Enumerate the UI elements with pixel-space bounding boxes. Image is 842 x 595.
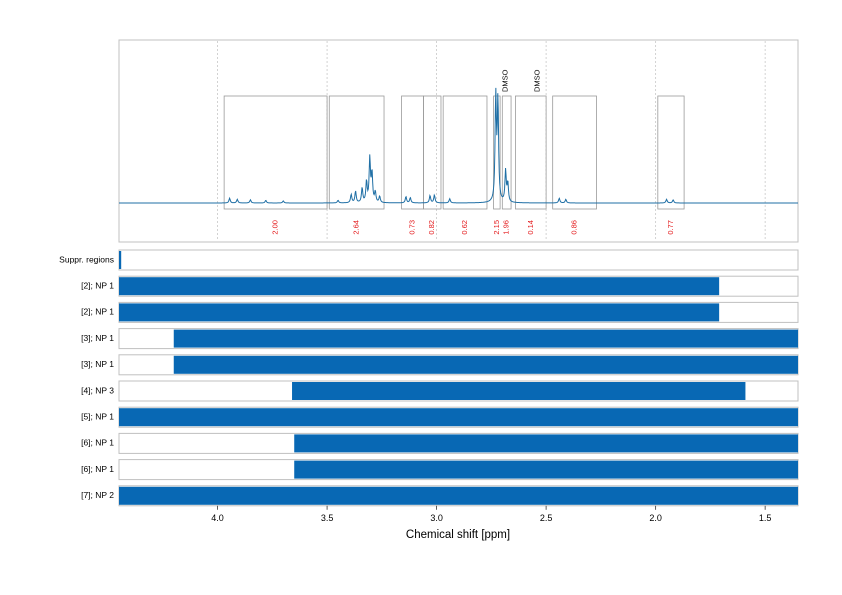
integral-label: 0.77: [666, 220, 675, 235]
range-row: [2]; NP 1: [81, 301, 799, 323]
range-row-label: [2]; NP 1: [81, 280, 114, 290]
integral-box: [328, 95, 385, 210]
range-row: [5]; NP 1: [81, 406, 799, 428]
range-row-label: [7]; NP 2: [81, 490, 114, 500]
integral-box: [515, 95, 547, 210]
range-row: [4]; NP 3: [81, 380, 799, 402]
integral-boxes: [223, 95, 685, 210]
range-row: [2]; NP 1: [81, 275, 799, 297]
range-row-label: [6]; NP 1: [81, 438, 114, 448]
range-row-label: [6]; NP 1: [81, 464, 114, 474]
range-row: [3]; NP 1: [81, 328, 799, 350]
integral-label: 2.00: [271, 220, 280, 235]
range-bar: [119, 408, 798, 427]
range-row-label: [3]; NP 1: [81, 359, 114, 369]
range-row-frame: [118, 249, 799, 271]
range-bar: [294, 460, 798, 479]
integral-box: [442, 95, 488, 210]
integral-box: [223, 95, 328, 210]
integral-box: [657, 95, 685, 210]
range-bar: [119, 486, 798, 505]
range-bar: [294, 434, 798, 453]
range-panels: Suppr. regions [2]; NP 1 [2]; NP 1 [3]; NP …: [59, 249, 799, 507]
integral-label: 1.96: [502, 220, 511, 235]
x-axis: 4.0 3.5 3.0 2.5 2.0 1.5: [211, 505, 772, 523]
x-tick-label: 2.5: [540, 513, 553, 523]
integral-label: 2.64: [352, 220, 361, 235]
x-tick-label: 1.5: [759, 513, 772, 523]
integral-box: [493, 95, 501, 210]
spectrum-frame: [118, 39, 799, 243]
solvent-label: DMSO: [532, 69, 541, 92]
solvent-label: DMSO: [501, 69, 510, 92]
x-tick-label: 2.0: [649, 513, 662, 523]
integral-labels: 2.00 2.64 0.73 0.82 0.62 2.15 1.96 0.14 0.86 0.77: [271, 220, 675, 235]
integral-label: 0.86: [570, 220, 579, 235]
solvent-annotations: DMSO DMSO: [501, 69, 542, 92]
range-row: [7]; NP 2: [81, 485, 799, 507]
range-bar: [173, 329, 799, 348]
range-row-label: [5]; NP 1: [81, 411, 114, 421]
integral-box: [552, 95, 597, 210]
x-axis-label: Chemical shift [ppm]: [406, 529, 510, 541]
x-tick-label: 3.0: [430, 513, 443, 523]
x-tick-label: 3.5: [321, 513, 334, 523]
integral-box: [423, 95, 442, 210]
spectrum-trace: [119, 87, 798, 204]
range-bar: [119, 251, 122, 269]
range-row-label: [2]; NP 1: [81, 307, 114, 317]
range-row-label: [4]; NP 3: [81, 385, 114, 395]
range-row: [3]; NP 1: [81, 354, 799, 376]
integral-label: 0.14: [526, 220, 535, 235]
integral-box: [501, 95, 512, 210]
integral-label: 0.82: [427, 220, 436, 235]
range-row-label: [3]; NP 1: [81, 333, 114, 343]
range-bar: [119, 303, 720, 322]
range-bar: [292, 382, 746, 400]
integral-label: 0.73: [407, 220, 416, 235]
spectrum-panel: 2.00 2.64 0.73 0.82 0.62 2.15 1.96 0.14 0.86 0.77…: [118, 39, 799, 243]
range-row-label: Suppr. regions: [59, 254, 114, 264]
range-bar: [119, 277, 720, 296]
range-row: [6]; NP 1: [81, 459, 799, 481]
range-row: Suppr. regions: [59, 249, 799, 271]
integral-label: 2.15: [492, 220, 501, 235]
range-row: [6]; NP 1: [81, 432, 799, 454]
integral-label: 0.62: [460, 220, 469, 235]
range-bar: [173, 355, 799, 374]
x-tick-label: 4.0: [211, 513, 224, 523]
